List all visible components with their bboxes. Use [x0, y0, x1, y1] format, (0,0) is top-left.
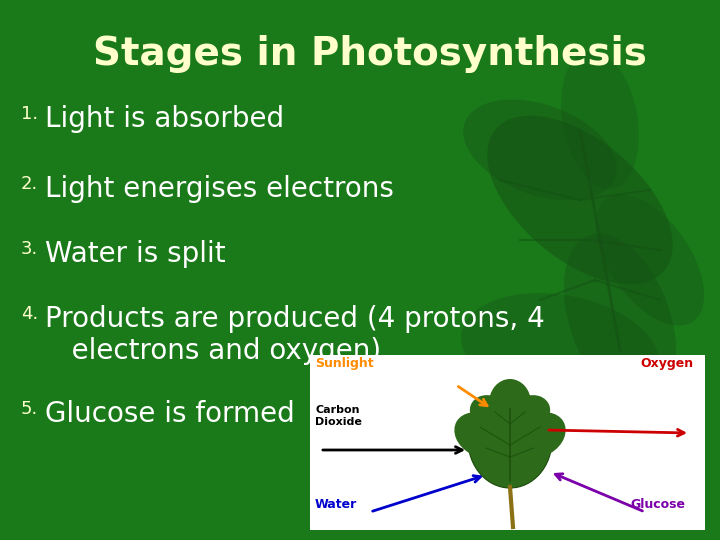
Ellipse shape: [487, 116, 672, 285]
Ellipse shape: [512, 395, 550, 429]
Ellipse shape: [489, 379, 531, 427]
Text: 1.: 1.: [21, 105, 38, 123]
Text: Glucose is formed: Glucose is formed: [45, 400, 294, 428]
Text: Light is absorbed: Light is absorbed: [45, 105, 284, 133]
Ellipse shape: [514, 413, 566, 457]
Text: 3.: 3.: [21, 240, 38, 258]
FancyBboxPatch shape: [310, 355, 705, 530]
Ellipse shape: [561, 51, 639, 189]
Ellipse shape: [454, 413, 505, 457]
Text: 2.: 2.: [21, 175, 38, 193]
Text: 4.: 4.: [21, 305, 38, 323]
Ellipse shape: [470, 395, 508, 429]
Text: Light energises electrons: Light energises electrons: [45, 175, 394, 203]
Ellipse shape: [463, 100, 617, 200]
Text: Sunlight: Sunlight: [315, 357, 374, 370]
Ellipse shape: [564, 234, 676, 406]
Ellipse shape: [461, 293, 659, 407]
Text: Stages in Photosynthesis: Stages in Photosynthesis: [93, 35, 647, 73]
Text: Carbon
Dioxide: Carbon Dioxide: [315, 406, 362, 427]
Text: Water is split: Water is split: [45, 240, 225, 268]
Text: Water: Water: [315, 498, 357, 511]
Text: 5.: 5.: [21, 400, 38, 418]
Ellipse shape: [596, 194, 704, 326]
Text: Products are produced (4 protons, 4
   electrons and oxygen): Products are produced (4 protons, 4 elec…: [45, 305, 545, 366]
Ellipse shape: [468, 392, 552, 488]
Text: Glucose: Glucose: [630, 498, 685, 511]
Text: Oxygen: Oxygen: [640, 357, 693, 370]
